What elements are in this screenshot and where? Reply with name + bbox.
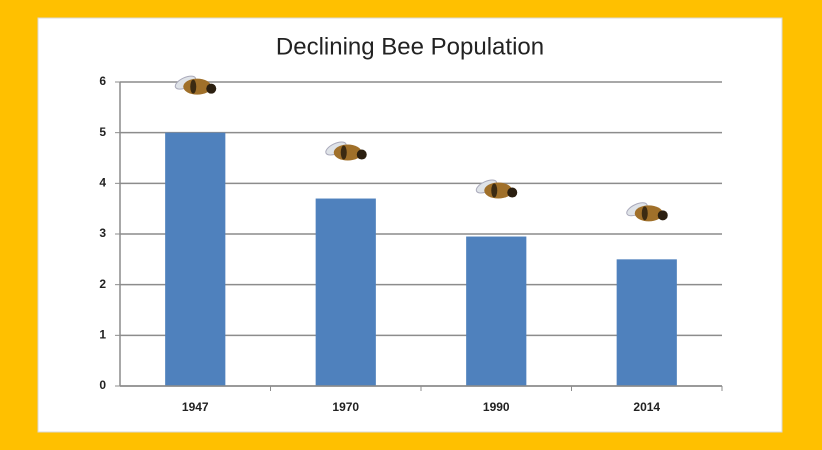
bee-stripe: [340, 145, 347, 160]
bee-icon: [174, 75, 217, 95]
bee-body: [333, 144, 362, 161]
bee-head: [507, 187, 518, 198]
x-tick-label: 2014: [633, 400, 660, 414]
y-tick-label: 2: [99, 277, 106, 291]
bee-stripe: [641, 206, 648, 221]
bee-head: [356, 149, 367, 160]
bee-body: [634, 205, 663, 222]
y-tick-label: 6: [99, 74, 106, 88]
x-tick-label: 1947: [182, 400, 209, 414]
bee-body: [183, 78, 212, 95]
bar: [466, 236, 527, 386]
bee-icon: [325, 141, 367, 161]
bee-stripe: [491, 183, 498, 198]
x-tick-label: 1970: [332, 400, 359, 414]
bee-head: [206, 83, 217, 94]
y-tick-label: 0: [99, 378, 106, 392]
bee-head: [657, 210, 668, 221]
x-tick-label: 1990: [483, 400, 510, 414]
bee-icon: [475, 179, 518, 199]
bee-body: [484, 182, 513, 199]
y-tick-label: 1: [99, 328, 106, 342]
y-tick-label: 4: [99, 176, 106, 190]
bar: [315, 198, 376, 386]
y-tick-label: 3: [99, 226, 106, 240]
bar: [616, 259, 677, 386]
chart-title: Declining Bee Population: [276, 33, 544, 60]
bee-icon: [626, 202, 668, 222]
bar: [165, 132, 226, 386]
bee-stripe: [190, 79, 197, 94]
y-tick-label: 5: [99, 125, 106, 139]
plot: 0 1 2 3 4 5 6 1947 1970 1990 2014: [99, 74, 723, 414]
